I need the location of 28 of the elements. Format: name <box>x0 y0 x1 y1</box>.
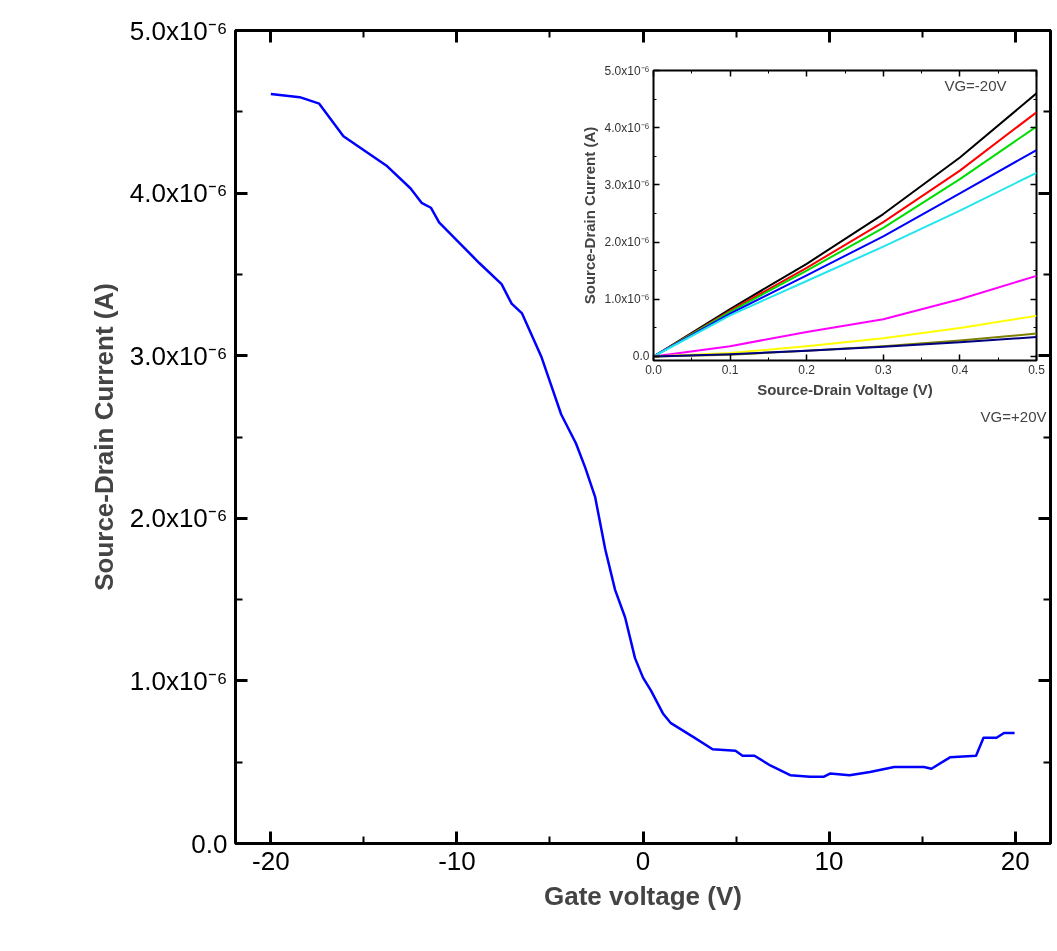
x-tick-label: 0.5 <box>1028 362 1046 377</box>
x-tick-label: -10 <box>438 845 476 876</box>
y-tick-label: 3.0x10⁻⁶ <box>129 340 228 371</box>
x-axis-title: Gate voltage (V) <box>544 880 742 911</box>
y-tick-label: 1.0x10⁻⁶ <box>604 292 650 307</box>
x-tick-label: 0.1 <box>721 362 739 377</box>
x-tick-label: 0.3 <box>874 362 892 377</box>
x-tick-label: 0.4 <box>951 362 969 377</box>
y-tick-label: 5.0x10⁻⁶ <box>129 15 228 46</box>
x-tick-label: 0.2 <box>798 362 816 377</box>
x-tick-label: 10 <box>814 845 844 876</box>
x-tick-label: 0 <box>635 845 651 876</box>
y-tick-label: 4.0x10⁻⁶ <box>129 178 228 209</box>
annotation: VG=+20V <box>980 407 1047 425</box>
x-tick-label: -20 <box>252 845 290 876</box>
y-tick-label: 2.0x10⁻⁶ <box>129 503 228 534</box>
y-tick-label: 0.0 <box>632 349 650 364</box>
y-tick-label: 3.0x10⁻⁶ <box>604 177 650 192</box>
y-axis-title: Source-Drain Current (A) <box>88 283 119 591</box>
y-tick-label: 4.0x10⁻⁶ <box>604 120 650 135</box>
y-tick-label: 5.0x10⁻⁶ <box>604 63 650 78</box>
x-tick-label: 0.0 <box>645 362 663 377</box>
y-tick-label: 1.0x10⁻⁶ <box>129 665 228 696</box>
x-axis-title: Source-Drain Voltage (V) <box>757 380 933 398</box>
x-tick-label: 20 <box>1000 845 1030 876</box>
y-axis-title: Source-Drain Current (A) <box>580 126 598 305</box>
annotation: VG=-20V <box>944 76 1007 94</box>
y-tick-label: 2.0x10⁻⁶ <box>604 235 650 250</box>
